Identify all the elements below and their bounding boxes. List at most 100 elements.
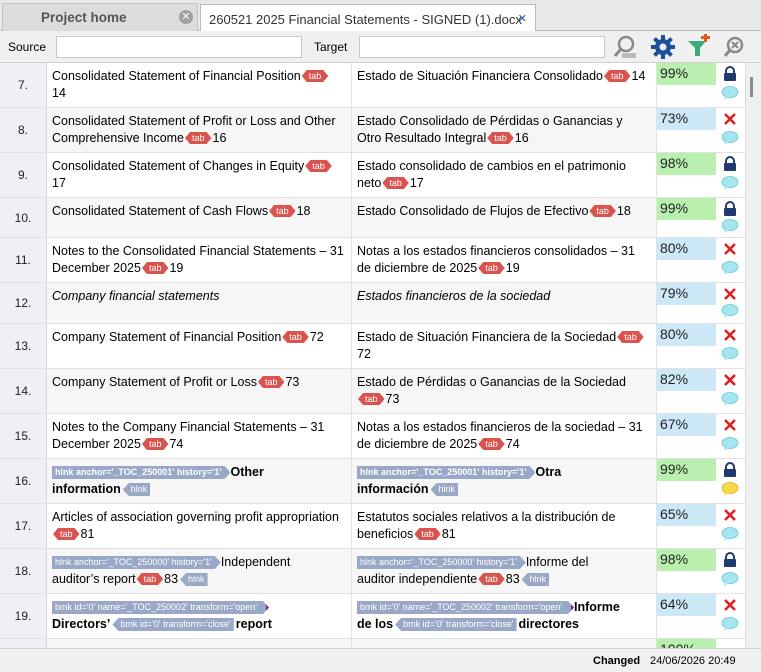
target-cell[interactable]: Notas a los estados financieros consolid… xyxy=(352,238,657,282)
source-cell[interactable]: hlnk anchor='_TOC_250001' history='1' Oth… xyxy=(47,459,352,503)
comment-icon[interactable] xyxy=(721,176,739,190)
target-cell[interactable]: Estado de Situación Financiera de la Soc… xyxy=(352,324,657,368)
source-cell[interactable]: Notes to the Consolidated Financial Stat… xyxy=(47,238,352,282)
bookmark-open-tag[interactable]: bmk id='0' name='_TOC_250002' transform=… xyxy=(52,601,269,614)
bookmark-close-tag[interactable]: bmk id='0' transform='close' xyxy=(112,618,234,631)
tab-tag[interactable]: tab xyxy=(487,132,514,144)
target-cell[interactable]: hlnk anchor='_TOC_250001' history='1' Otr… xyxy=(352,459,657,503)
tab-tag[interactable]: tab xyxy=(142,438,169,450)
source-cell[interactable]: bmk id='0' name='_TOC_250002' transform=… xyxy=(47,594,352,638)
comment-icon[interactable] xyxy=(721,572,739,586)
tab-document[interactable]: 260521 2025 Financial Statements - SIGNE… xyxy=(200,4,536,34)
table-row[interactable]: 7. Consolidated Statement of Financial P… xyxy=(0,63,745,108)
table-row[interactable]: 14. Company Statement of Profit or Loss t… xyxy=(0,369,745,414)
table-row[interactable]: 18. hlnk anchor='_TOC_250000' history='1… xyxy=(0,549,745,594)
add-filter-icon[interactable] xyxy=(686,34,712,60)
tab-tag[interactable]: tab xyxy=(305,160,332,172)
table-row[interactable]: 11. Notes to the Consolidated Financial … xyxy=(0,238,745,283)
lock-icon[interactable] xyxy=(722,462,738,478)
table-row[interactable]: 10. Consolidated Statement of Cash Flows… xyxy=(0,198,745,238)
source-cell[interactable]: Consolidated Statement of Financial Posi… xyxy=(47,63,352,107)
source-cell[interactable]: Consolidated Statement of Changes in Equ… xyxy=(47,153,352,197)
comment-icon[interactable] xyxy=(721,617,739,631)
bookmark-open-tag[interactable]: bmk id='0' name='_TOC_250002' transform=… xyxy=(357,601,574,614)
bookmark-close-tag[interactable]: bmk id='0' transform='close' xyxy=(395,618,517,631)
close-icon[interactable]: ✕ xyxy=(179,10,193,24)
unconfirmed-cross-icon[interactable] xyxy=(722,286,738,302)
hyperlink-open-tag[interactable]: hlnk anchor='_TOC_250000' history='1' xyxy=(52,556,221,569)
target-cell[interactable]: Notas a los estados financieros de la so… xyxy=(352,414,657,458)
target-cell[interactable]: Estado de Situación Financiera Consolida… xyxy=(352,63,657,107)
tab-tag[interactable]: tab xyxy=(414,528,441,540)
scrollbar-thumb[interactable] xyxy=(750,77,753,97)
table-row[interactable]: 9. Consolidated Statement of Changes in … xyxy=(0,153,745,198)
target-cell[interactable]: Estado de Pérdidas o Ganancias de la Soc… xyxy=(352,369,657,413)
comment-icon[interactable] xyxy=(721,437,739,451)
vertical-scrollbar[interactable] xyxy=(745,63,761,648)
target-cell[interactable]: bmk id='0' name='_TOC_250002' transform=… xyxy=(352,594,657,638)
tab-project-home[interactable]: Project home ✕ xyxy=(2,3,198,31)
tab-tag[interactable]: tab xyxy=(478,438,505,450)
comment-icon[interactable] xyxy=(721,86,739,100)
close-icon[interactable]: ✕ xyxy=(517,13,527,25)
tab-tag[interactable]: tab xyxy=(53,528,80,540)
target-cell[interactable]: Estado Consolidado de Flujos de Efectivo… xyxy=(352,198,657,237)
tab-tag[interactable]: tab xyxy=(302,70,329,82)
hyperlink-open-tag[interactable]: hlnk anchor='_TOC_250001' history='1' xyxy=(357,466,535,479)
source-filter-input[interactable] xyxy=(56,36,302,58)
unconfirmed-cross-icon[interactable] xyxy=(722,111,738,127)
lock-icon[interactable] xyxy=(722,66,738,82)
tab-tag[interactable]: tab xyxy=(604,70,631,82)
table-row[interactable]: 16. hlnk anchor='_TOC_250001' history='1… xyxy=(0,459,745,504)
target-cell[interactable]: Estado Consolidado de Pérdidas o Gananci… xyxy=(352,108,657,152)
unconfirmed-cross-icon[interactable] xyxy=(722,597,738,613)
unconfirmed-cross-icon[interactable] xyxy=(722,327,738,343)
search-filter-icon[interactable] xyxy=(612,34,638,60)
table-row[interactable]: 15. Notes to the Company Financial State… xyxy=(0,414,745,459)
comment-icon[interactable] xyxy=(721,392,739,406)
target-cell[interactable] xyxy=(352,639,657,648)
source-cell[interactable]: Company Statement of Financial Position t… xyxy=(47,324,352,368)
hyperlink-close-tag[interactable]: hlnk xyxy=(180,573,208,586)
target-cell[interactable]: Estado consolidado de cambios en el patr… xyxy=(352,153,657,197)
unconfirmed-cross-icon[interactable] xyxy=(722,507,738,523)
unconfirmed-cross-icon[interactable] xyxy=(722,372,738,388)
tab-tag[interactable]: tab xyxy=(358,393,385,405)
lock-icon[interactable] xyxy=(722,156,738,172)
tab-tag[interactable]: tab xyxy=(382,177,409,189)
table-row[interactable]: 13. Company Statement of Financial Posit… xyxy=(0,324,745,369)
tab-tag[interactable]: tab xyxy=(478,573,505,585)
comment-icon[interactable] xyxy=(721,527,739,541)
tab-tag[interactable]: tab xyxy=(282,331,309,343)
source-cell[interactable]: hlnk anchor='_TOC_250000' history='1' Ind… xyxy=(47,549,352,593)
tab-tag[interactable]: tab xyxy=(589,205,616,217)
hyperlink-open-tag[interactable]: hlnk anchor='_TOC_250001' history='1' xyxy=(52,466,230,479)
table-row[interactable]: 19. bmk id='0' name='_TOC_250002' transf… xyxy=(0,594,745,639)
source-cell[interactable]: Consolidated Statement of Profit or Loss… xyxy=(47,108,352,152)
source-cell[interactable] xyxy=(47,639,352,648)
source-cell[interactable]: Notes to the Company Financial Statement… xyxy=(47,414,352,458)
target-cell[interactable]: Estatutos sociales relativos a la distri… xyxy=(352,504,657,548)
hyperlink-close-tag[interactable]: hlnk xyxy=(122,483,151,496)
unconfirmed-cross-icon[interactable] xyxy=(722,417,738,433)
gear-icon[interactable] xyxy=(650,34,676,60)
comment-icon[interactable] xyxy=(721,482,739,496)
source-cell[interactable]: Consolidated Statement of Cash Flows tab 1… xyxy=(47,198,352,237)
source-cell[interactable]: Company financial statements xyxy=(47,283,352,323)
table-row[interactable]: 8. Consolidated Statement of Profit or L… xyxy=(0,108,745,153)
tab-tag[interactable]: tab xyxy=(258,376,285,388)
target-cell[interactable]: hlnk anchor='_TOC_250000' history='1' Inf… xyxy=(352,549,657,593)
tab-tag[interactable]: tab xyxy=(185,132,212,144)
unconfirmed-cross-icon[interactable] xyxy=(722,241,738,257)
tab-tag[interactable]: tab xyxy=(142,262,169,274)
tab-tag[interactable]: tab xyxy=(617,331,644,343)
source-cell[interactable]: Company Statement of Profit or Loss tab 73 xyxy=(47,369,352,413)
tab-tag[interactable]: tab xyxy=(478,262,505,274)
table-row[interactable]: 17. Articles of association governing pr… xyxy=(0,504,745,549)
source-cell[interactable]: Articles of association governing profit… xyxy=(47,504,352,548)
target-filter-input[interactable] xyxy=(359,36,605,58)
comment-icon[interactable] xyxy=(721,131,739,145)
clear-search-icon[interactable] xyxy=(722,34,748,60)
tab-tag[interactable]: tab xyxy=(269,205,296,217)
target-cell[interactable]: Estados financieros de la sociedad xyxy=(352,283,657,323)
